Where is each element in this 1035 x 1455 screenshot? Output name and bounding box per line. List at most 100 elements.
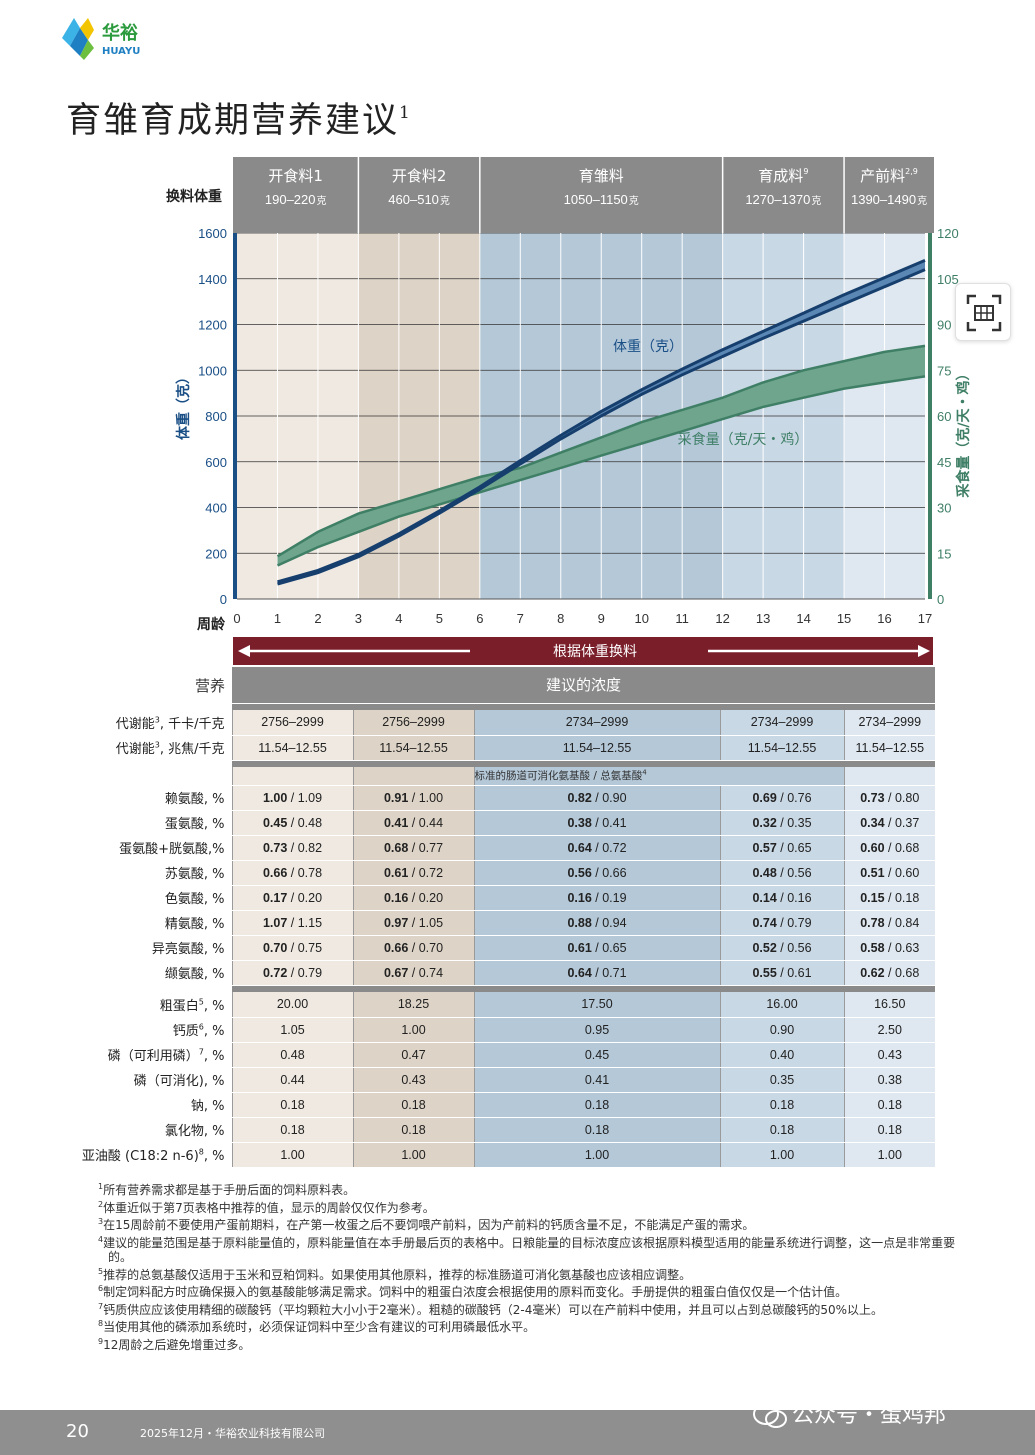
table-cell: 0.35 xyxy=(719,1067,844,1093)
y-left-tick-label: 0 xyxy=(220,592,227,607)
table-row: 磷（可消化), % 0.44 0.43 0.41 0.35 0.38 xyxy=(60,1067,936,1093)
footnote: 8当使用其他的磷添加系统时，必须保证饲料中至少含有建议的可利用磷最低水平。 xyxy=(98,1319,536,1334)
y-right-tick-label: 0 xyxy=(937,592,944,607)
table-cell: 16.50 xyxy=(843,992,936,1018)
row-label: 色氨酸, % xyxy=(60,885,232,910)
x-tick-label: 3 xyxy=(355,611,362,626)
footnote-number: 2 xyxy=(98,1199,104,1209)
table-divider xyxy=(60,985,936,992)
row-label: 异亮氨酸, % xyxy=(60,935,232,960)
body-weight-band xyxy=(277,260,925,585)
y-right-tick-label: 90 xyxy=(937,318,951,333)
table-cell: 11.54–12.55 xyxy=(473,735,720,761)
footnote: 7钙质供应应该使用精细的碳酸钙（平均颗粒大小小于2毫米）。粗糙的碳酸钙（2-4毫… xyxy=(98,1301,884,1317)
table-cell: 11.54–12.55 xyxy=(843,735,936,761)
table-cell: 0.56 / 0.66 xyxy=(473,860,720,886)
row-label: 蛋氨酸+胱氨酸,% xyxy=(60,835,232,860)
table-cell: 0.18 xyxy=(719,1117,844,1143)
stage-name-sup: 2,9 xyxy=(905,167,918,176)
table-row: 粗蛋白5, % 20.00 18.25 17.50 16.00 16.50 xyxy=(60,992,936,1018)
digestible-value: 0.60 xyxy=(860,840,885,855)
row-label-sup: 3 xyxy=(154,715,160,725)
stage-weight: 1050–1150克 xyxy=(564,192,639,207)
table-row: 异亮氨酸, % 0.70 / 0.75 0.66 / 0.70 0.61 / 0.65… xyxy=(60,935,936,961)
digestible-value: 0.14 xyxy=(752,890,777,905)
table-cell: 0.73 / 0.82 xyxy=(231,835,353,861)
stage-weight-unit: 克 xyxy=(811,195,821,207)
stage-weight-unit: 克 xyxy=(917,195,927,207)
logo-name-cn: 华裕 xyxy=(102,22,138,44)
x-tick-label: 5 xyxy=(436,611,443,626)
digestible-value: 0.64 xyxy=(567,965,592,980)
x-tick-label: 14 xyxy=(796,611,810,626)
table-cell: 0.43 xyxy=(843,1042,936,1068)
table-cell: 0.41 xyxy=(473,1067,720,1093)
digestible-value: 0.52 xyxy=(752,940,777,955)
table-cell: 0.88 / 0.94 xyxy=(473,910,720,936)
x-tick-label: 16 xyxy=(877,611,891,626)
digestible-value: 0.16 xyxy=(567,890,592,905)
table-cell: 0.64 / 0.72 xyxy=(473,835,720,861)
footnote-number: 5 xyxy=(98,1266,104,1276)
table-cell: 0.57 / 0.65 xyxy=(719,835,844,861)
watermark: 公众号・蛋鸡邦 xyxy=(792,1403,947,1428)
digestible-value: 0.67 xyxy=(383,965,409,980)
arrow-bar-label: 根据体重换料 xyxy=(553,643,637,660)
stage-weight: 1270–1370克 xyxy=(745,192,821,207)
stage-weight: 460–510克 xyxy=(388,192,450,207)
page-title-text: 育雏育成期营养建议 xyxy=(66,101,400,141)
table-cell: 0.18 xyxy=(352,1092,474,1118)
table-cell: 0.38 xyxy=(843,1067,936,1093)
table-row: 缬氨酸, % 0.72 / 0.79 0.67 / 0.74 0.64 / 0.71 0… xyxy=(60,960,936,986)
stage-header-cell xyxy=(722,157,845,233)
table-cell: 1.00 / 1.09 xyxy=(231,785,353,811)
table-cell: 0.47 xyxy=(352,1042,474,1068)
y-left-tick-label: 200 xyxy=(205,546,227,561)
table-row: 磷（可利用磷）7, % 0.48 0.47 0.45 0.40 0.43 xyxy=(60,1042,936,1068)
footnote-number: 6 xyxy=(98,1284,104,1293)
stage-name: 开食料2 xyxy=(392,167,447,185)
table-row: 苏氨酸, % 0.66 / 0.78 0.61 / 0.72 0.56 / 0.66 0… xyxy=(60,860,936,886)
digestible-value: 0.61 xyxy=(567,940,592,955)
y-right-tick-label: 45 xyxy=(937,455,951,470)
table-cell: 0.70 / 0.75 xyxy=(231,935,353,961)
digestible-value: 0.66 xyxy=(383,940,409,955)
digestible-value: 1.00 xyxy=(262,790,288,805)
row-label: 亚油酸 (C18:2 n-6)8, % xyxy=(60,1142,232,1167)
digestible-value: 0.78 xyxy=(860,915,885,930)
table-cell: 0.43 xyxy=(352,1067,474,1093)
table-cell: 0.14 / 0.16 xyxy=(719,885,844,911)
footnote-number: 9 xyxy=(98,1336,104,1346)
table-cell: 0.18 xyxy=(231,1117,353,1143)
table-cell: 16.00 xyxy=(719,992,844,1018)
stage-header-cell xyxy=(479,157,723,233)
x-tick-label: 17 xyxy=(918,611,932,626)
digestible-value: 0.74 xyxy=(752,915,777,930)
series-label-body-weight: 体重（克） xyxy=(613,339,683,355)
digestible-value: 0.15 xyxy=(860,890,885,905)
wechat-icon xyxy=(753,1403,787,1428)
row-label: 精氨酸, % xyxy=(60,910,232,935)
table-cell: 0.48 xyxy=(231,1042,353,1068)
logo-name-en: HUAYU xyxy=(102,46,140,57)
digestible-value: 0.61 xyxy=(383,865,409,880)
table-cell: 0.18 xyxy=(719,1092,844,1118)
table-row: 亚油酸 (C18:2 n-6)8, % 1.00 1.00 1.00 1.00 1.00 xyxy=(60,1142,936,1168)
row-label: 代谢能3, 千卡/千克 xyxy=(60,710,232,735)
y-left-tick-label: 1600 xyxy=(198,226,227,241)
row-label: 磷（可消化), % xyxy=(60,1067,232,1092)
table-row: 精氨酸, % 1.07 / 1.15 0.97 / 1.05 0.88 / 0.94 0… xyxy=(60,910,936,936)
table-cell: 0.73 / 0.80 xyxy=(843,785,936,811)
row-label: 磷（可利用磷）7, % xyxy=(60,1042,232,1067)
table-cell: 0.82 / 0.90 xyxy=(473,785,720,811)
scan-button[interactable] xyxy=(955,283,1011,341)
row-label-sup: 5 xyxy=(198,997,204,1007)
nutrition-table: 营养 建议的浓度 代谢能3, 千卡/千克 2756–2999 2756–2999 2734… xyxy=(60,667,936,1168)
x-axis-label: 周龄 xyxy=(197,616,226,633)
digestible-value: 0.34 xyxy=(860,815,885,830)
stage-name-sup: 9 xyxy=(803,167,808,176)
chart-series xyxy=(276,259,926,586)
table-cell: 0.45 xyxy=(473,1042,720,1068)
table-row: 蛋氨酸+胱氨酸,% 0.73 / 0.82 0.68 / 0.77 0.64 / 0.… xyxy=(60,835,936,861)
